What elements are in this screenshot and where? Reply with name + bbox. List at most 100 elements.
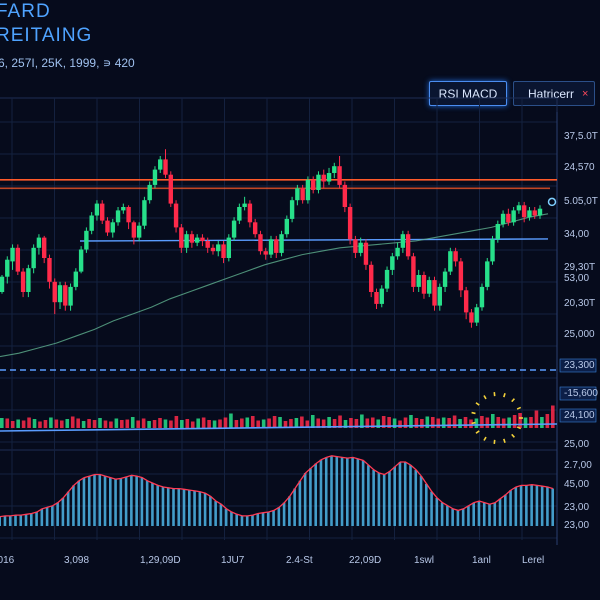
candle-body bbox=[384, 269, 390, 289]
candle-body bbox=[210, 247, 216, 252]
candle-body bbox=[110, 222, 115, 233]
candle bbox=[136, 222, 142, 241]
candle-body bbox=[416, 275, 421, 287]
volume-bar bbox=[392, 418, 397, 428]
volume-bar bbox=[201, 417, 206, 428]
candle-body bbox=[300, 188, 305, 201]
volume-bar bbox=[174, 416, 179, 428]
volume-bar bbox=[5, 418, 10, 428]
oscillator-bar bbox=[82, 477, 86, 526]
lower-axis-label: 23,00 bbox=[564, 502, 589, 513]
candle bbox=[210, 244, 216, 255]
candle-body bbox=[158, 159, 163, 170]
candle-body bbox=[89, 215, 94, 231]
candle bbox=[516, 201, 522, 214]
candle-body bbox=[321, 174, 326, 182]
oscillator-bar bbox=[440, 502, 444, 526]
chart-grid bbox=[0, 97, 558, 545]
volume-bar bbox=[141, 418, 146, 428]
candle-body bbox=[63, 285, 68, 306]
oscillator-bar bbox=[340, 457, 344, 526]
oscillator-bar bbox=[367, 465, 370, 526]
oscillator-bar bbox=[0, 516, 1, 526]
volume-bar bbox=[529, 417, 533, 428]
lower-axis-label: 25,00 bbox=[564, 439, 589, 450]
signal-marker-tick bbox=[471, 421, 476, 425]
volume-bar bbox=[38, 421, 42, 428]
candle bbox=[52, 278, 57, 315]
oscillator-bar bbox=[66, 491, 70, 526]
oscillator-bar bbox=[451, 508, 454, 526]
candle-body bbox=[152, 169, 158, 185]
oscillator-bar bbox=[166, 487, 170, 526]
candle bbox=[231, 217, 237, 241]
candle bbox=[427, 276, 432, 298]
candle bbox=[495, 220, 501, 243]
volume-bar bbox=[76, 418, 80, 428]
candle-body bbox=[369, 264, 374, 292]
candle-body bbox=[237, 207, 242, 221]
oscillator-bar bbox=[51, 505, 54, 526]
price-axis-label: 23,300 bbox=[564, 360, 595, 371]
candle bbox=[15, 244, 21, 275]
volume-bar bbox=[0, 418, 4, 428]
signal-marker-tick bbox=[483, 395, 487, 400]
volume-bar bbox=[545, 414, 550, 428]
close-icon[interactable]: × bbox=[582, 87, 589, 100]
volume-bar bbox=[425, 416, 430, 428]
candle-body bbox=[168, 174, 173, 204]
volume-bar bbox=[70, 416, 75, 428]
oscillator-bar bbox=[24, 514, 28, 526]
candle-body bbox=[405, 234, 411, 257]
candle bbox=[78, 246, 84, 274]
oscillator-bar bbox=[256, 513, 260, 526]
candle-body bbox=[68, 286, 73, 306]
signal-marker-tick bbox=[475, 402, 480, 406]
oscillator-bar bbox=[467, 505, 470, 526]
volume-bar bbox=[420, 419, 424, 428]
candle bbox=[532, 207, 537, 219]
volume-bar bbox=[354, 419, 359, 428]
candle-body bbox=[189, 234, 195, 243]
volume-bar bbox=[381, 416, 386, 428]
candle bbox=[115, 207, 121, 226]
candle bbox=[226, 234, 232, 262]
volume-bar bbox=[469, 419, 473, 428]
oscillator-bar bbox=[114, 479, 117, 526]
price-axis-label: 53,00 bbox=[564, 273, 589, 284]
lower-level-line bbox=[0, 423, 558, 432]
oscillator-bar bbox=[409, 465, 412, 526]
price-axis-label: 37,5.0T bbox=[564, 131, 598, 142]
volume-bar bbox=[125, 419, 130, 428]
candle bbox=[400, 230, 406, 253]
candle-body bbox=[205, 241, 210, 248]
volume-bar bbox=[409, 415, 413, 428]
candle bbox=[47, 254, 52, 289]
candle bbox=[321, 169, 326, 189]
candle-body bbox=[247, 203, 253, 223]
candle bbox=[110, 218, 115, 238]
candle-body bbox=[400, 234, 406, 248]
x-axis-label: 1swl bbox=[414, 555, 434, 566]
oscillator-bar bbox=[203, 493, 207, 526]
volume-bar bbox=[540, 417, 544, 428]
candle-body bbox=[20, 271, 26, 292]
candle bbox=[511, 207, 516, 226]
rsi-macd-button[interactable]: RSI MACD bbox=[429, 81, 507, 106]
indicator-tab[interactable]: Hatricerr × bbox=[513, 81, 595, 106]
candlestick-series bbox=[0, 149, 543, 328]
volume-bar bbox=[518, 413, 522, 428]
candle bbox=[506, 208, 511, 226]
candle-body bbox=[57, 285, 63, 303]
x-axis-label: Lerel bbox=[522, 555, 544, 566]
volume-bar bbox=[32, 419, 37, 428]
candle-body bbox=[94, 203, 100, 216]
candle-body bbox=[532, 210, 537, 216]
volume-bar bbox=[147, 421, 151, 428]
candle bbox=[84, 227, 89, 253]
candle-body bbox=[252, 222, 258, 235]
candle bbox=[310, 176, 316, 194]
candle bbox=[284, 215, 290, 238]
